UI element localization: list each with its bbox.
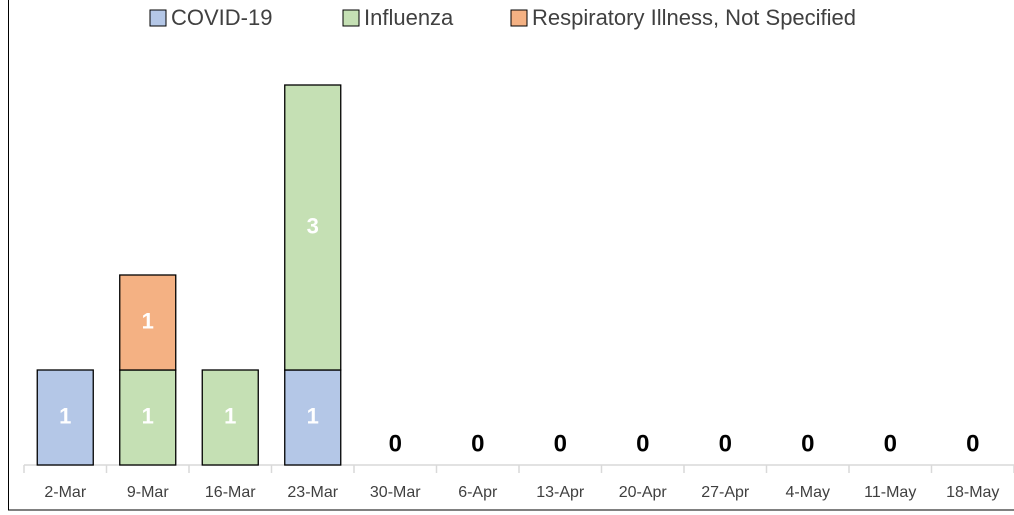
x-tick-label: 30-Mar (370, 484, 421, 501)
legend-swatch (149, 9, 167, 27)
x-tick-label: 6-Apr (458, 484, 498, 501)
data-label: 1 (59, 403, 71, 428)
data-label: 0 (801, 430, 814, 457)
bar-segment (119, 274, 177, 371)
data-label: 0 (471, 430, 484, 457)
bar-segment (36, 369, 94, 466)
legend-swatch (342, 9, 360, 27)
data-label: 0 (719, 430, 732, 457)
bar-segment (284, 369, 342, 466)
data-label: 0 (554, 430, 567, 457)
data-label: 0 (636, 430, 649, 457)
bar-segment (284, 84, 342, 371)
bar-segment (201, 369, 259, 466)
x-tick-label: 23-Mar (287, 484, 338, 501)
data-label: 3 (307, 213, 319, 238)
x-tick-label: 2-Mar (44, 484, 86, 501)
data-label: 1 (142, 403, 154, 428)
data-label: 1 (142, 308, 154, 333)
x-tick-label: 4-May (786, 484, 830, 501)
legend-label: Respiratory Illness, Not Specified (532, 5, 856, 30)
x-tick-label: 18-May (946, 484, 999, 501)
legend-label: Influenza (364, 5, 454, 30)
legend-label: COVID-19 (171, 5, 272, 30)
data-label: 0 (966, 430, 979, 457)
data-label: 1 (307, 403, 319, 428)
data-label: 0 (884, 430, 897, 457)
frame (8, 0, 1014, 511)
x-tick-label: 9-Mar (127, 484, 169, 501)
data-label: 0 (389, 430, 402, 457)
x-tick-label: 16-Mar (205, 484, 256, 501)
x-tick-label: 13-Apr (536, 484, 585, 501)
x-tick-label: 11-May (864, 484, 916, 501)
legend-swatch (510, 9, 528, 27)
x-tick-label: 20-Apr (619, 484, 668, 501)
data-label: 1 (224, 403, 236, 428)
x-tick-label: 27-Apr (701, 484, 750, 501)
